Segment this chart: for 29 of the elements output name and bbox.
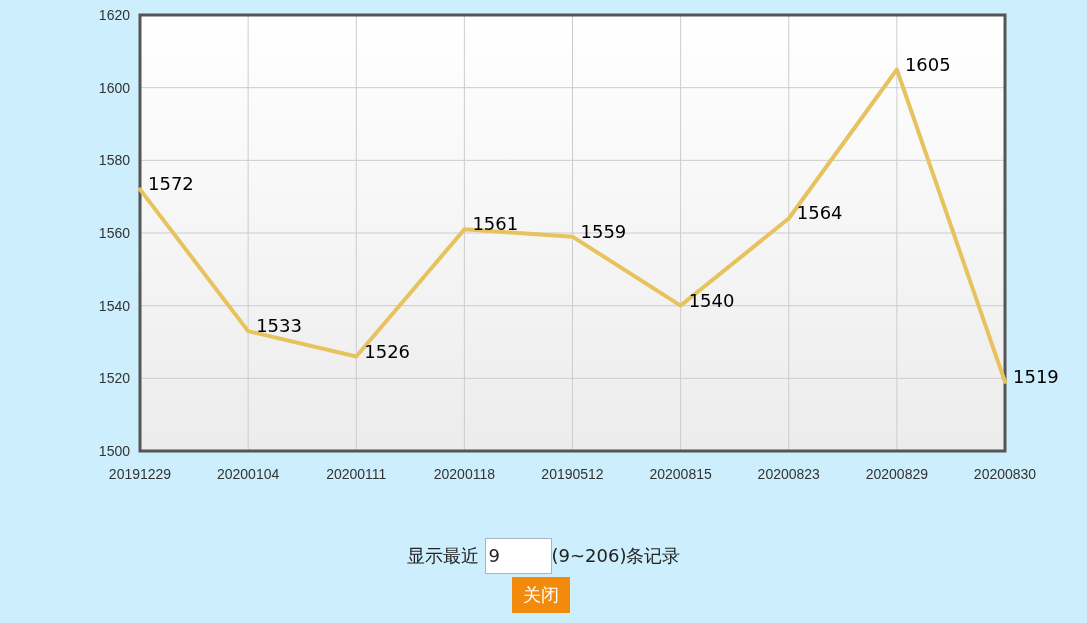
x-tick-label: 20191229 — [108, 466, 172, 482]
x-tick-label: 20200829 — [865, 466, 929, 482]
y-tick-label: 1520 — [98, 370, 131, 387]
text: 关闭 — [512, 577, 570, 613]
x-tick-label: 20200118 — [433, 466, 496, 482]
y-tick-label: 1500 — [98, 443, 131, 459]
data-label: 1559 — [580, 220, 627, 242]
data-label: 1605 — [904, 53, 951, 75]
y-tick-label: 1580 — [98, 152, 131, 169]
data-label: 1533 — [256, 315, 302, 337]
data-label: 1519 — [1013, 365, 1059, 387]
y-tick-label: 1620 — [98, 7, 131, 23]
data-label: 1561 — [472, 213, 519, 235]
y-tick-label: 1600 — [98, 79, 131, 96]
data-label: 1540 — [688, 289, 735, 311]
text: 9 — [484, 538, 552, 574]
x-tick-label: 20200104 — [216, 466, 280, 482]
data-label: 1572 — [148, 173, 194, 195]
x-tick-label: 20200111 — [326, 466, 387, 482]
data-label: 1526 — [364, 340, 411, 362]
text: (9~206)条记录 — [551, 545, 681, 566]
y-tick-label: 1540 — [98, 297, 131, 314]
text: 显示最近 — [406, 545, 479, 566]
x-tick-label: 20200823 — [757, 466, 821, 482]
x-tick-label: 20200815 — [649, 466, 712, 482]
y-tick-label: 1560 — [98, 225, 131, 241]
data-label: 1564 — [796, 202, 843, 224]
x-tick-label: 20200830 — [973, 466, 1037, 482]
x-tick-label: 20190512 — [541, 466, 604, 482]
